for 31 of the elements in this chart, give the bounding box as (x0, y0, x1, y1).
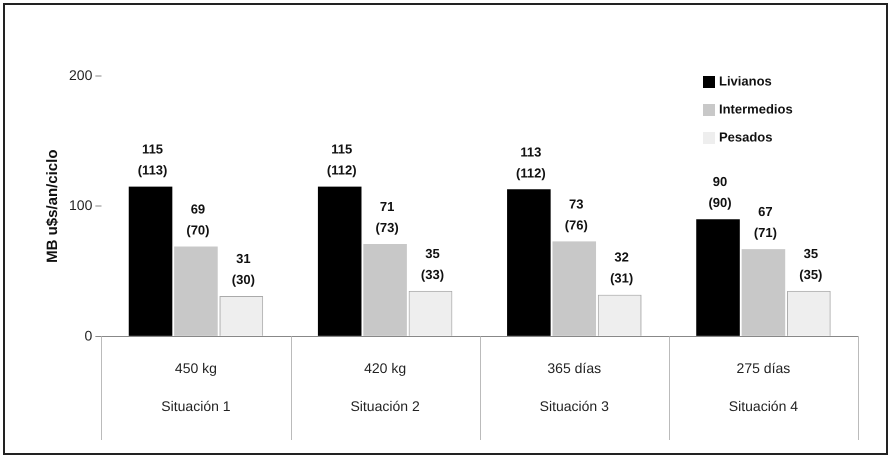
bar (363, 244, 407, 336)
data-label: 31 (30) (232, 251, 255, 288)
legend-label: Pesados (719, 130, 772, 145)
bar (552, 241, 596, 336)
category-label: 275 días Situación 4 (728, 360, 798, 414)
data-label: 113 (112) (516, 144, 546, 180)
data-label: 115 (112) (326, 142, 357, 178)
data-label: 73 (76) (564, 196, 588, 232)
y-tick-label: 200 (69, 66, 93, 83)
legend-label: Intermedios (719, 102, 793, 117)
bar (507, 189, 551, 336)
data-label: 71 (73) (376, 198, 399, 235)
bar (174, 246, 218, 336)
data-label: 115 (113) (138, 142, 168, 178)
bar (318, 186, 362, 336)
bar (742, 249, 786, 336)
y-axis-title: MB u$s/an/ciclo (44, 150, 62, 263)
legend-label: Livianos (719, 74, 772, 89)
data-label: 35 (35) (799, 246, 822, 282)
y-tick-label: 100 (69, 197, 93, 214)
bar (128, 186, 172, 336)
category-label: 450 kg Situación 1 (161, 360, 231, 414)
category-label: 420 kg Situación 2 (350, 360, 420, 414)
category-label: 365 días Situación 3 (540, 360, 609, 414)
data-label: 90 (90) (708, 174, 732, 210)
data-label: 69 (70) (186, 202, 210, 238)
data-label: 67 (71) (754, 204, 777, 240)
data-label: 35 (33) (420, 246, 444, 282)
bar (696, 219, 740, 336)
y-tick-label: 0 (84, 327, 93, 344)
data-label: 32 (31) (610, 250, 634, 286)
